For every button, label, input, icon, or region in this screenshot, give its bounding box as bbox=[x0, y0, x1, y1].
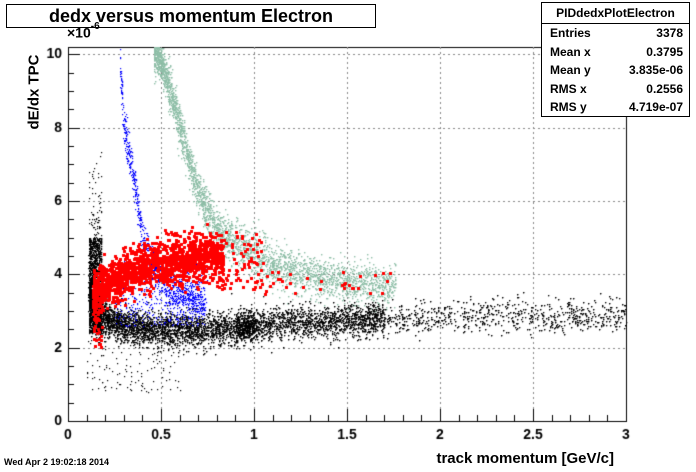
stats-box: PIDdedxPlotElectron Entries 3378 Mean x … bbox=[541, 2, 690, 117]
stats-key: RMS x bbox=[550, 81, 587, 96]
stats-key: RMS y bbox=[550, 100, 587, 114]
stats-row-rms-x: RMS x 0.2556 bbox=[542, 80, 689, 99]
stats-key: Mean y bbox=[550, 63, 591, 77]
stats-row-mean-x: Mean x 0.3795 bbox=[542, 43, 689, 62]
stats-row-mean-y: Mean y 3.835e-06 bbox=[542, 61, 689, 80]
stats-value: 3378 bbox=[656, 26, 683, 40]
stats-value: 0.2556 bbox=[646, 81, 683, 96]
y-axis-exponent: ×10-6 bbox=[67, 21, 100, 41]
stats-histogram-name: PIDdedxPlotElectron bbox=[542, 3, 689, 24]
stats-row-entries: Entries 3378 bbox=[542, 24, 689, 43]
stats-value: 3.835e-06 bbox=[628, 63, 683, 77]
y-axis-exponent-power: -6 bbox=[90, 21, 100, 32]
stats-value: 0.3795 bbox=[646, 44, 683, 59]
y-axis-multiplier: ×10 bbox=[67, 24, 91, 41]
stats-row-rms-y: RMS y 4.719e-07 bbox=[542, 98, 689, 117]
chart-title: dedx versus momentum Electron bbox=[48, 6, 334, 26]
stats-key: Mean x bbox=[550, 44, 591, 59]
timestamp: Wed Apr 2 19:02:18 2014 bbox=[4, 457, 110, 467]
stats-value: 4.719e-07 bbox=[628, 100, 683, 114]
chart-title-box: dedx versus momentum Electron bbox=[6, 4, 376, 28]
stats-key: Entries bbox=[550, 26, 591, 40]
y-axis-label: dE/dx TPC bbox=[25, 54, 43, 130]
x-axis-label: track momentum [GeV/c] bbox=[436, 450, 614, 467]
